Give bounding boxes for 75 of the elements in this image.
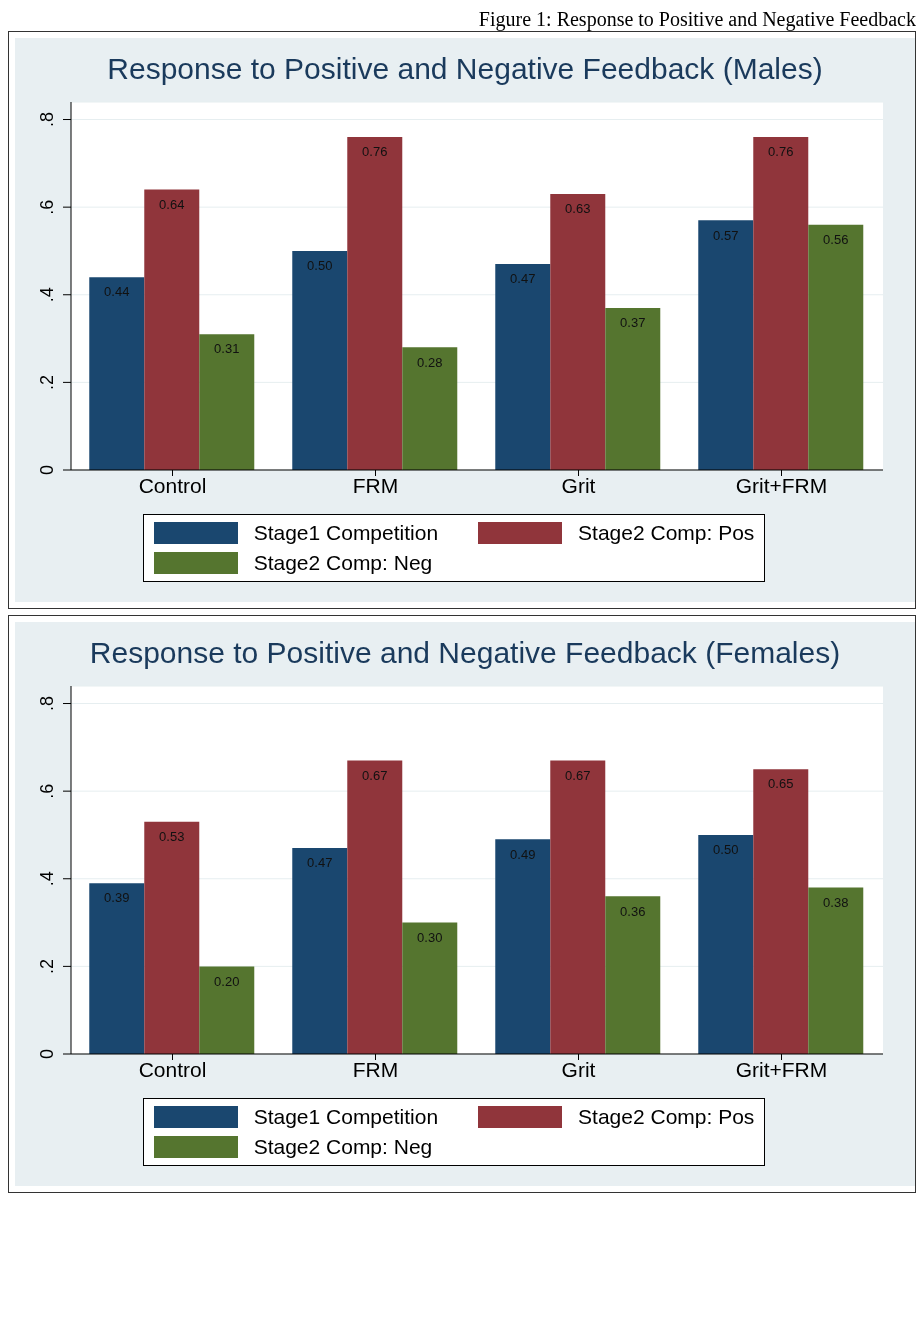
data-label: 0.67 xyxy=(565,767,591,783)
y-tick-label: .6 xyxy=(37,783,57,799)
data-label: 0.50 xyxy=(713,842,739,858)
data-label: 0.31 xyxy=(214,341,240,357)
data-label: 0.47 xyxy=(510,271,536,287)
x-tick-label: Grit+FRM xyxy=(735,473,828,497)
x-tick-label: Control xyxy=(138,473,207,497)
bar xyxy=(199,334,255,470)
bar xyxy=(753,769,809,1054)
x-tick-label: FRM xyxy=(352,473,399,497)
data-label: 0.44 xyxy=(104,284,130,300)
legend-label: Stage1 Competition xyxy=(253,1105,439,1129)
x-tick-label: Grit xyxy=(561,1057,596,1081)
y-tick-label: .8 xyxy=(37,112,57,128)
data-label: 0.67 xyxy=(362,767,388,783)
bar xyxy=(550,194,606,470)
data-label: 0.36 xyxy=(620,903,646,919)
chart-title: Response to Positive and Negative Feedback (Males) xyxy=(106,52,824,86)
data-label: 0.63 xyxy=(565,201,591,217)
bar xyxy=(698,834,754,1054)
bar xyxy=(292,848,348,1054)
data-label: 0.39 xyxy=(104,890,130,906)
legend-label: Stage2 Comp: Pos xyxy=(578,521,755,545)
bar xyxy=(89,277,145,470)
bar xyxy=(347,760,403,1054)
data-label: 0.30 xyxy=(417,929,443,945)
legend-label: Stage2 Comp: Pos xyxy=(578,1105,755,1129)
legend-label: Stage2 Comp: Neg xyxy=(253,1135,433,1159)
legend-label: Stage1 Competition xyxy=(253,521,439,545)
data-label: 0.50 xyxy=(307,258,333,274)
data-label: 0.56 xyxy=(823,231,849,247)
legend-label: Stage2 Comp: Neg xyxy=(253,551,433,575)
y-tick-label: 0 xyxy=(37,1048,57,1060)
x-tick-label: Grit+FRM xyxy=(735,1057,828,1081)
bar xyxy=(292,250,348,470)
data-label: 0.57 xyxy=(713,227,739,243)
data-label: 0.53 xyxy=(159,829,185,845)
caption: Figure 1: Response to Positive and Negative Feedback xyxy=(477,8,916,31)
x-tick-label: Grit xyxy=(561,473,596,497)
y-tick-label: .2 xyxy=(37,374,57,390)
bar xyxy=(199,966,255,1054)
y-tick-label: .6 xyxy=(37,199,57,215)
data-label: 0.20 xyxy=(214,973,240,989)
bar xyxy=(89,883,145,1054)
bar xyxy=(144,189,200,470)
bar xyxy=(550,760,606,1054)
x-tick-label: FRM xyxy=(352,1057,399,1081)
bar xyxy=(605,307,661,470)
chart-title: Response to Positive and Negative Feedback (Females) xyxy=(88,636,842,670)
y-tick-label: 0 xyxy=(37,464,57,476)
y-tick-label: .2 xyxy=(37,958,57,974)
bar xyxy=(495,264,551,470)
y-tick-label: .8 xyxy=(37,696,57,712)
y-tick-label: .4 xyxy=(37,287,57,303)
bar xyxy=(698,220,754,470)
y-tick-label: .4 xyxy=(37,871,57,887)
data-label: 0.76 xyxy=(362,144,388,160)
bar xyxy=(402,347,458,470)
x-tick-label: Control xyxy=(138,1057,207,1081)
data-label: 0.37 xyxy=(620,315,646,331)
data-label: 0.47 xyxy=(307,855,333,871)
data-label: 0.76 xyxy=(768,144,794,160)
data-label: 0.64 xyxy=(159,196,185,212)
bar xyxy=(808,224,864,470)
bar xyxy=(808,887,864,1054)
bar xyxy=(347,137,403,470)
bar xyxy=(495,839,551,1054)
data-label: 0.65 xyxy=(768,776,794,792)
bar xyxy=(144,821,200,1054)
data-label: 0.49 xyxy=(510,846,536,862)
data-label: 0.28 xyxy=(417,354,443,370)
data-label: 0.38 xyxy=(823,894,849,910)
bar xyxy=(753,137,809,470)
bar xyxy=(402,922,458,1054)
bar xyxy=(605,896,661,1054)
